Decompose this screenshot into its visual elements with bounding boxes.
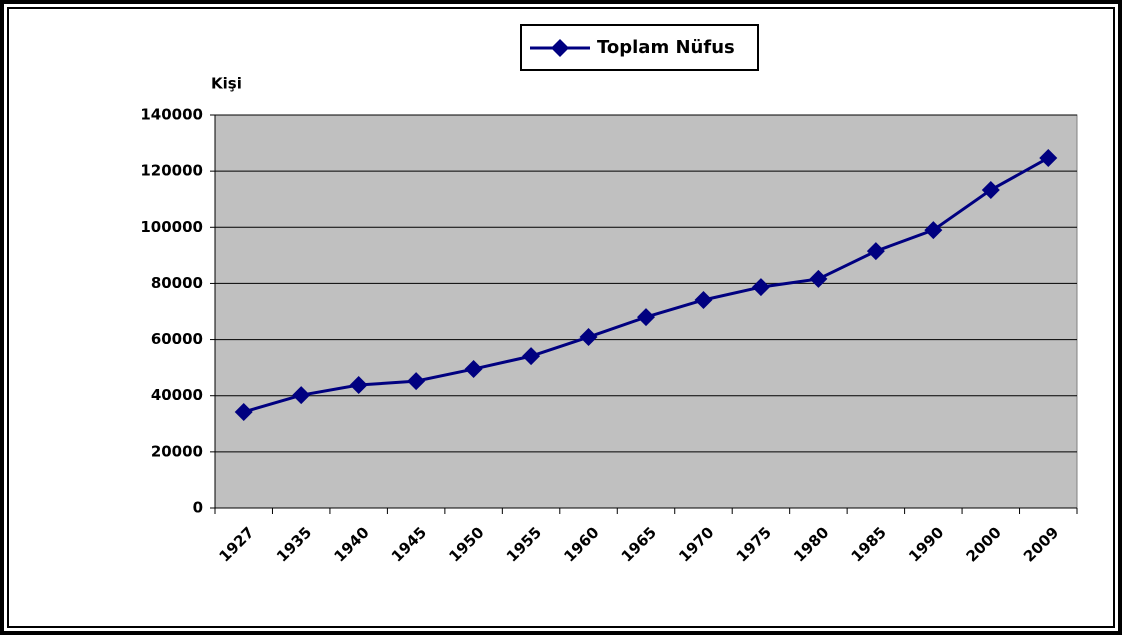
data-point <box>866 242 885 261</box>
inner-frame <box>7 7 1115 628</box>
y-tick-label: 20000 <box>151 442 203 460</box>
y-tick-label: 0 <box>193 499 203 517</box>
data-point <box>522 347 541 366</box>
data-point <box>579 328 598 347</box>
data-point <box>981 180 1000 199</box>
data-point <box>234 402 253 421</box>
data-point <box>637 308 655 327</box>
legend-label: Toplam Nüfus <box>597 37 735 58</box>
data-point <box>407 372 426 391</box>
data-point <box>464 360 483 379</box>
y-tick-label: 100000 <box>140 218 203 236</box>
y-axis-label: Kişi <box>211 75 242 93</box>
data-point <box>1039 148 1058 167</box>
y-tick-label: 40000 <box>151 386 203 404</box>
y-tick-label: 80000 <box>151 274 203 292</box>
legend <box>520 24 759 71</box>
y-tick-label: 60000 <box>151 330 203 348</box>
data-point <box>924 221 943 240</box>
y-tick-label: 140000 <box>140 106 203 124</box>
data-point <box>292 386 311 405</box>
data-point <box>349 376 368 395</box>
data-point <box>694 290 713 309</box>
y-tick-label: 120000 <box>140 162 203 180</box>
data-point <box>751 278 770 297</box>
data-point <box>809 269 828 288</box>
legend-marker <box>551 39 569 57</box>
